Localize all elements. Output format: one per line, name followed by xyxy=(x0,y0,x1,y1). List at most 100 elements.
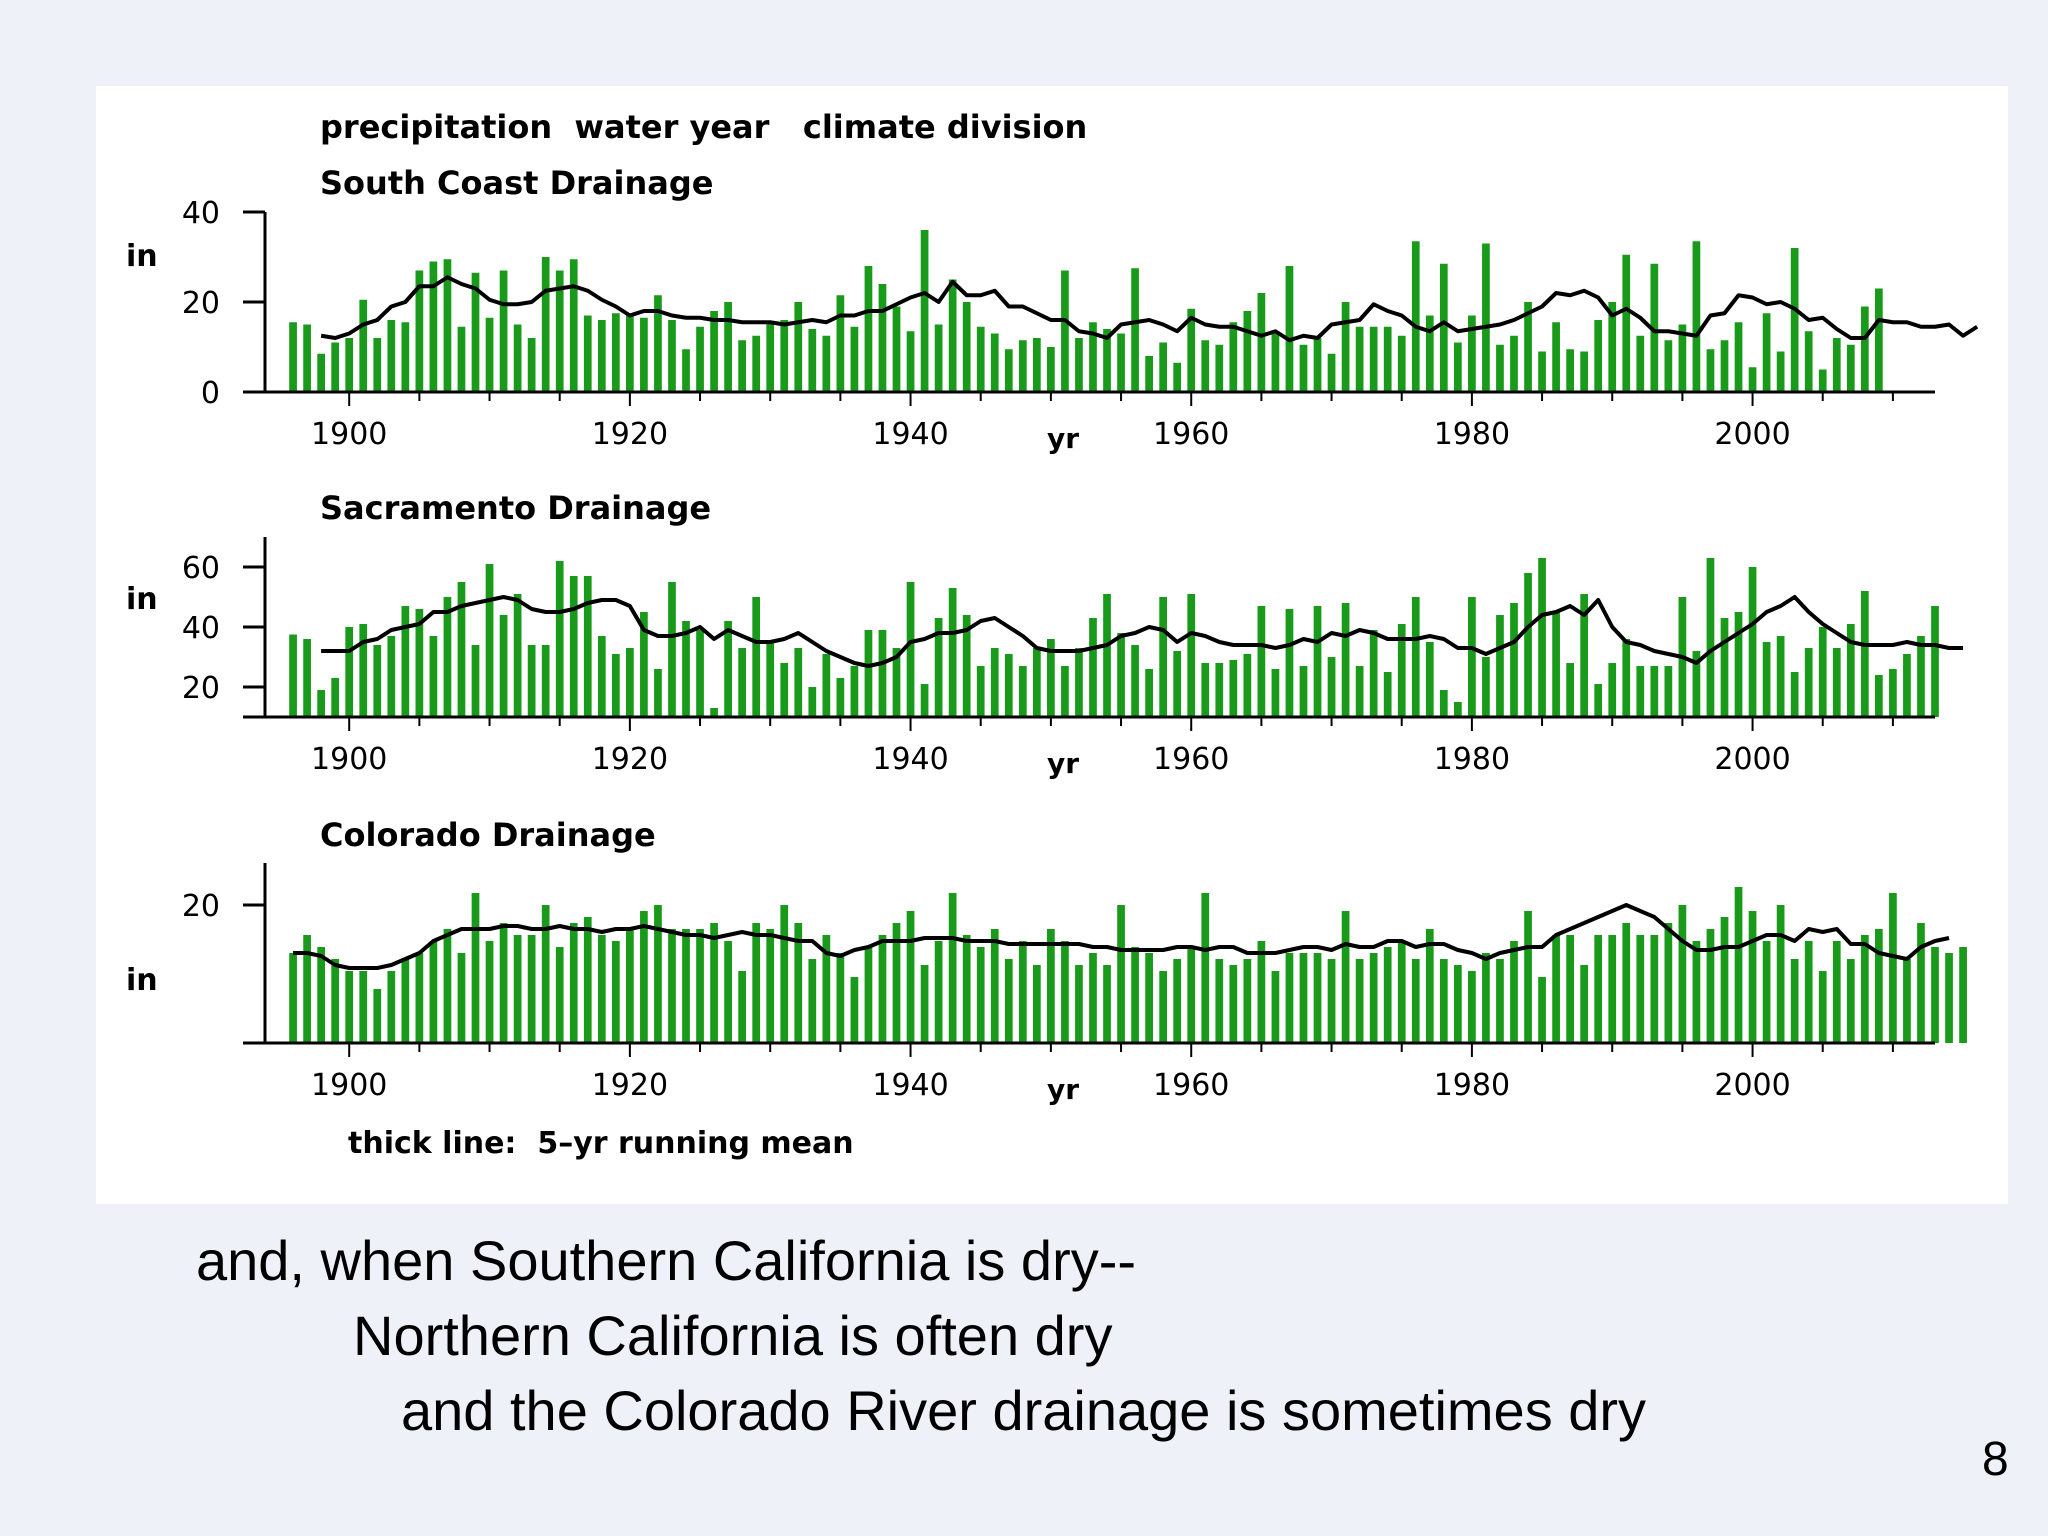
x-tick-label: 1960 xyxy=(1153,417,1229,452)
precip-bar xyxy=(289,322,297,392)
precip-bar xyxy=(1355,326,1364,392)
precip-bar xyxy=(1425,315,1434,392)
x-tick-label: 1900 xyxy=(311,1068,387,1103)
precip-bar xyxy=(1650,666,1659,717)
precip-bar xyxy=(1047,639,1055,717)
x-tick-label: 1960 xyxy=(1153,742,1229,777)
x-tick-label: 1980 xyxy=(1434,742,1510,777)
precip-bar xyxy=(1145,669,1153,717)
panel-title: Colorado Drainage xyxy=(320,816,656,854)
precip-bar xyxy=(1608,935,1617,1043)
x-axis-label: yr xyxy=(1047,422,1079,455)
precip-bar xyxy=(668,320,676,392)
precip-bar xyxy=(1538,558,1546,717)
precip-bar xyxy=(569,259,578,392)
precip-bar xyxy=(387,971,396,1043)
precip-bar xyxy=(1552,322,1560,392)
precip-bar xyxy=(1187,308,1196,392)
precip-bar xyxy=(850,977,859,1043)
precip-bar xyxy=(387,320,396,392)
precip-bar xyxy=(1257,606,1266,717)
precip-bar xyxy=(597,935,606,1043)
precip-bar xyxy=(1860,306,1869,392)
precip-bar xyxy=(892,648,901,717)
precip-bar xyxy=(401,322,410,392)
precip-bar xyxy=(1215,663,1224,717)
precip-bar xyxy=(289,634,297,717)
x-tick-label: 2000 xyxy=(1714,417,1790,452)
precip-bar xyxy=(710,708,718,717)
precip-bar xyxy=(1734,887,1743,1043)
precip-bar xyxy=(471,272,480,392)
precip-bar xyxy=(808,329,817,392)
precip-bar xyxy=(696,326,704,392)
precip-bar xyxy=(1594,935,1603,1043)
precip-bar xyxy=(1173,959,1182,1043)
running-mean-line xyxy=(320,275,1979,343)
precip-bar xyxy=(485,564,494,717)
precip-bar xyxy=(1103,329,1111,392)
precip-bar xyxy=(1482,243,1490,392)
precip-bar xyxy=(1313,606,1322,717)
precip-bar xyxy=(766,929,775,1043)
precip-bar xyxy=(878,935,887,1043)
precip-bar xyxy=(1369,630,1378,717)
precip-bar xyxy=(1468,971,1476,1043)
precip-bar xyxy=(738,340,746,392)
precip-bar xyxy=(611,313,620,392)
precip-bar xyxy=(1327,959,1336,1043)
precip-bar xyxy=(1075,338,1083,392)
x-tick-label: 1940 xyxy=(872,1068,948,1103)
precip-bar xyxy=(597,636,606,717)
precip-bar xyxy=(1454,342,1462,392)
precip-bar xyxy=(471,893,480,1043)
precip-bar xyxy=(948,279,957,392)
precip-bar xyxy=(1776,636,1785,717)
precip-bar xyxy=(1959,947,1967,1043)
y-tick-label: 40 xyxy=(182,196,220,231)
x-tick-label: 1900 xyxy=(311,742,387,777)
precip-bar xyxy=(1790,959,1799,1043)
precip-bar xyxy=(541,905,550,1043)
precip-bar xyxy=(1271,669,1280,717)
precip-bar xyxy=(808,687,817,717)
precip-bar xyxy=(1411,597,1420,717)
precip-bar xyxy=(1636,935,1645,1043)
x-tick-label: 1980 xyxy=(1434,1068,1510,1103)
precip-bar xyxy=(303,324,311,392)
precip-bar xyxy=(359,624,368,717)
precip-bar xyxy=(1004,959,1013,1043)
precip-bar xyxy=(1327,353,1336,392)
precip-bar xyxy=(976,326,985,392)
precip-bar xyxy=(1089,953,1097,1043)
precip-bar xyxy=(527,338,536,392)
precip-bar xyxy=(1650,263,1659,392)
precip-bar xyxy=(836,678,845,717)
precip-bar xyxy=(1229,322,1238,392)
precip-bar xyxy=(710,923,718,1043)
precip-bar xyxy=(1846,959,1855,1043)
precip-bar xyxy=(555,270,564,392)
precip-bar xyxy=(555,561,564,717)
precip-bar xyxy=(387,636,396,717)
precip-bar xyxy=(541,645,550,717)
chart-title: precipitation water year climate divisio… xyxy=(320,108,1087,146)
precip-bar xyxy=(1187,594,1196,717)
precip-bar xyxy=(1327,657,1336,717)
precip-bar xyxy=(499,270,508,392)
precip-bar xyxy=(724,621,732,717)
precip-bar xyxy=(555,947,564,1043)
precip-bar xyxy=(1524,573,1532,717)
y-tick-label: 20 xyxy=(182,286,220,321)
x-axis-label: yr xyxy=(1047,747,1079,780)
precip-bar xyxy=(583,576,592,717)
precip-bar xyxy=(1552,935,1560,1043)
precip-bar xyxy=(1706,558,1715,717)
precip-bar xyxy=(1720,917,1729,1043)
running-mean-line xyxy=(321,595,1964,668)
precip-bar xyxy=(373,989,382,1043)
precip-bar xyxy=(1664,340,1673,392)
precip-bar xyxy=(1580,965,1589,1043)
precip-bar xyxy=(1468,315,1476,392)
precip-bar xyxy=(822,335,831,392)
